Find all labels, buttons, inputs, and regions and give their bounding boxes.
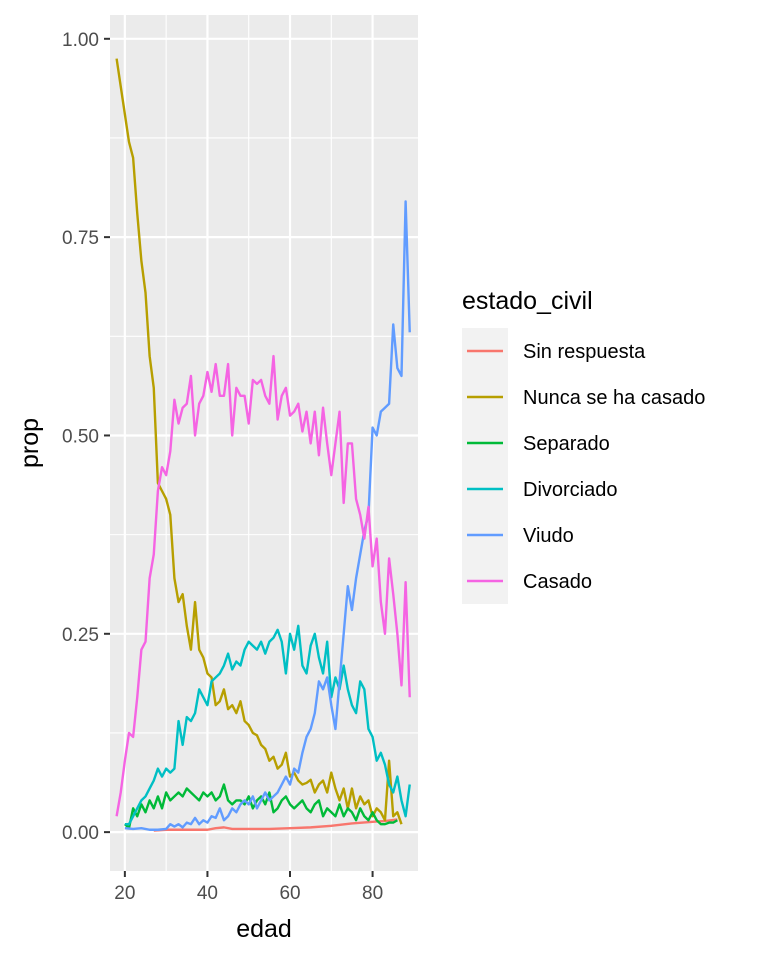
x-tick-label: 40 [197, 883, 218, 904]
y-tick-label: 0.00 [62, 823, 99, 844]
legend-label: Separado [523, 433, 610, 455]
series-line-divorciado [124, 624, 411, 826]
y-axis-title: prop [16, 418, 44, 468]
x-axis: 20 40 60 80 [114, 871, 383, 904]
minor-grid [110, 15, 418, 871]
legend-label: Casado [523, 571, 592, 593]
series-lines [115, 58, 411, 832]
legend: estado_civil Sin respuesta Nunca se ha ca… [462, 287, 705, 604]
series-line-nunca-se-ha-casado [115, 58, 403, 825]
series-line-sin-respuesta [153, 818, 398, 832]
x-tick-label: 80 [362, 883, 383, 904]
x-tick-label: 20 [114, 883, 135, 904]
legend-title: estado_civil [462, 287, 593, 315]
series-line-separado [124, 783, 398, 830]
legend-label: Viudo [523, 525, 574, 547]
plot-panel [110, 15, 418, 871]
x-tick-label: 60 [279, 883, 300, 904]
y-tick-label: 0.75 [62, 228, 99, 249]
legend-label: Sin respuesta [523, 341, 646, 363]
legend-label: Divorciado [523, 479, 617, 501]
legend-keys: Sin respuesta Nunca se ha casado Separado D… [462, 328, 705, 604]
y-tick-label: 0.50 [62, 426, 99, 447]
y-tick-label: 1.00 [62, 30, 99, 51]
y-axis: 0.00 0.25 0.50 0.75 1.00 [62, 30, 110, 844]
y-tick-label: 0.25 [62, 625, 99, 646]
series-line-casado [115, 354, 411, 817]
legend-label: Nunca se ha casado [523, 387, 705, 409]
x-axis-title: edad [236, 915, 292, 943]
